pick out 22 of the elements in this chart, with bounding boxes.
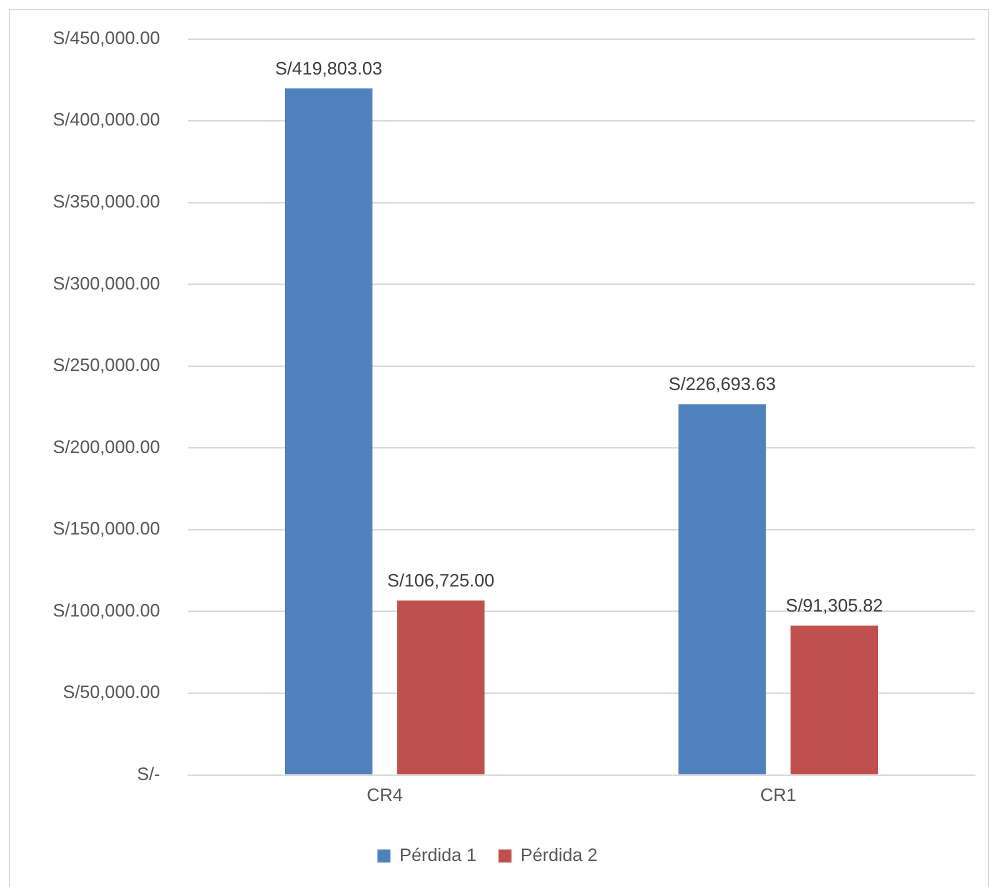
y-tick-label: S/400,000.00 — [52, 110, 160, 130]
y-tick-label: S/100,000.00 — [52, 600, 160, 620]
y-tick-label: S/- — [136, 764, 160, 784]
y-tick-label: S/50,000.00 — [62, 682, 160, 702]
bar — [284, 88, 372, 774]
legend-label: Pérdida 2 — [520, 844, 598, 865]
data-label: S/106,725.00 — [387, 570, 494, 590]
y-tick-label: S/250,000.00 — [52, 355, 160, 376]
y-tick-label: S/300,000.00 — [52, 273, 160, 294]
bar — [790, 626, 878, 774]
x-tick-label: CR1 — [760, 784, 796, 805]
y-tick-label: S/350,000.00 — [52, 192, 160, 212]
y-tick-label: S/150,000.00 — [52, 518, 160, 539]
bar — [678, 404, 766, 774]
data-label: S/419,803.03 — [275, 58, 382, 78]
legend-label: Pérdida 1 — [399, 844, 477, 865]
data-label: S/226,693.63 — [668, 374, 776, 394]
bar — [397, 600, 485, 774]
y-tick-label: S/200,000.00 — [52, 436, 160, 457]
x-tick-label: CR4 — [366, 784, 403, 805]
y-tick-label: S/450,000.00 — [52, 28, 160, 48]
data-label: S/91,305.82 — [786, 596, 883, 616]
